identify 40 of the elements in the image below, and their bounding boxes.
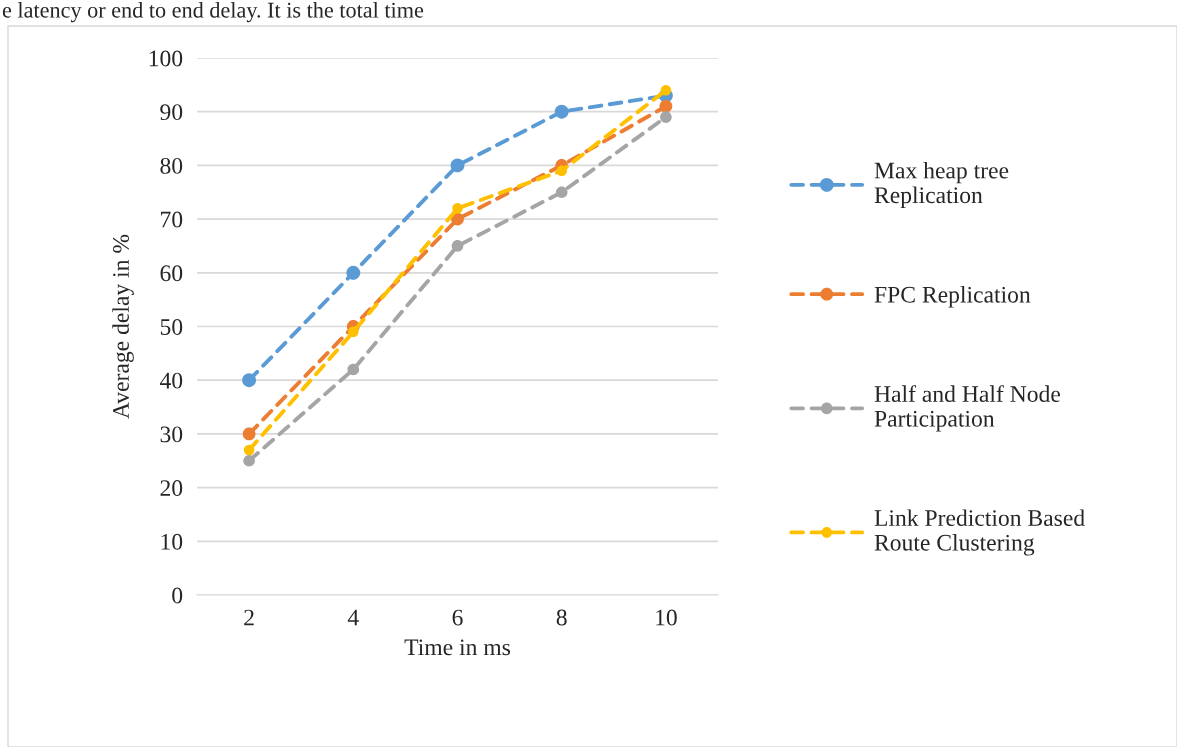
y-tick-label: 90 xyxy=(160,104,183,121)
y-tick-label: 50 xyxy=(160,318,183,335)
y-tick-label: 70 xyxy=(161,211,183,228)
point xyxy=(660,111,672,123)
y-axis-title: Average delay in % xyxy=(112,234,134,419)
y-tick-label: 100 xyxy=(149,50,183,67)
x-tick-label: 6 xyxy=(452,609,463,626)
legend-label: Max heap tree Replication xyxy=(874,161,1009,208)
point xyxy=(555,186,568,199)
point xyxy=(660,84,672,96)
x-tick-label: 4 xyxy=(347,609,359,626)
legend-label: FPC Replication xyxy=(874,286,1031,308)
point xyxy=(452,203,463,214)
y-tick-label: 0 xyxy=(172,587,183,604)
point xyxy=(243,444,255,456)
point xyxy=(348,326,359,338)
point xyxy=(659,99,673,113)
point xyxy=(346,265,361,280)
point xyxy=(243,454,255,467)
y-tick-label: 20 xyxy=(160,480,183,497)
x-tick-label: 2 xyxy=(244,609,254,626)
y-tick-label: 40 xyxy=(159,372,183,389)
y-tick-label: 30 xyxy=(160,426,183,443)
text: e latency or end to end delay. It is the total time xyxy=(2,2,424,23)
point xyxy=(242,427,256,441)
legend-label: Half and Half Node Participation xyxy=(874,385,1061,432)
x-tick-label: 10 xyxy=(656,609,677,626)
x-tick-label: 8 xyxy=(556,609,567,626)
x-axis-title: Time in ms xyxy=(404,639,511,656)
y-tick-label: 10 xyxy=(161,533,183,550)
point xyxy=(347,363,360,376)
y-tick-label: 60 xyxy=(160,265,183,282)
point xyxy=(554,104,569,119)
point xyxy=(451,212,464,226)
legend-label: Link Prediction Based Route Clustering xyxy=(874,509,1085,556)
point xyxy=(556,165,567,177)
y-tick-label: 80 xyxy=(160,157,183,174)
point xyxy=(450,158,465,173)
point xyxy=(451,240,464,252)
point xyxy=(242,373,257,388)
